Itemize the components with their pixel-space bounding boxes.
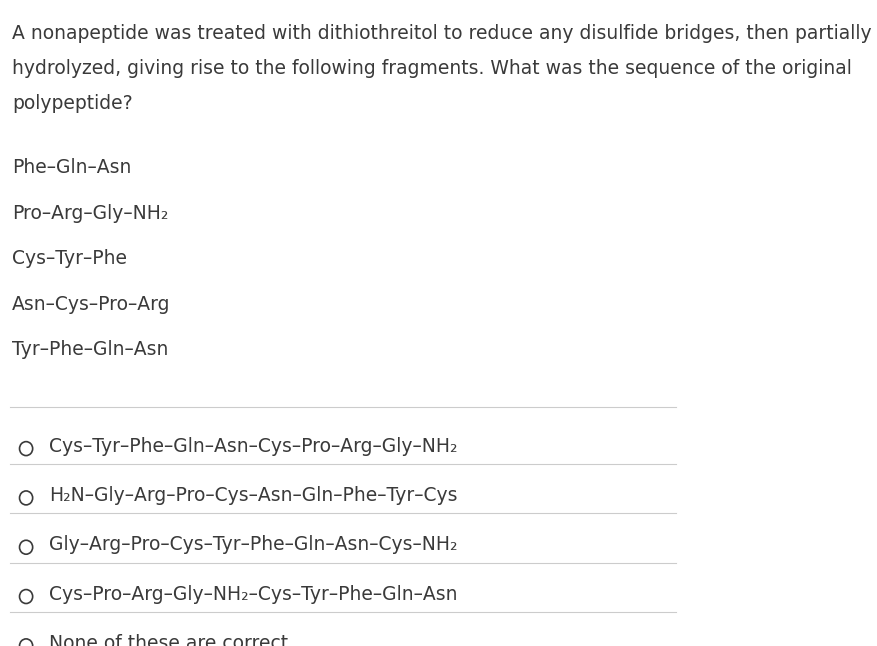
Text: H₂N–Gly–Arg–Pro–Cys–Asn–Gln–Phe–Tyr–Cys: H₂N–Gly–Arg–Pro–Cys–Asn–Gln–Phe–Tyr–Cys — [49, 486, 458, 505]
Text: Cys–Pro–Arg–Gly–NH₂–Cys–Tyr–Phe–Gln–Asn: Cys–Pro–Arg–Gly–NH₂–Cys–Tyr–Phe–Gln–Asn — [49, 585, 458, 604]
Text: Asn–Cys–Pro–Arg: Asn–Cys–Pro–Arg — [12, 295, 171, 314]
Text: Gly–Arg–Pro–Cys–Tyr–Phe–Gln–Asn–Cys–NH₂: Gly–Arg–Pro–Cys–Tyr–Phe–Gln–Asn–Cys–NH₂ — [49, 536, 458, 554]
Text: Tyr–Phe–Gln–Asn: Tyr–Phe–Gln–Asn — [12, 340, 168, 359]
Text: Phe–Gln–Asn: Phe–Gln–Asn — [12, 158, 132, 177]
Text: hydrolyzed, giving rise to the following fragments. What was the sequence of the: hydrolyzed, giving rise to the following… — [12, 59, 852, 78]
Text: Cys–Tyr–Phe–Gln–Asn–Cys–Pro–Arg–Gly–NH₂: Cys–Tyr–Phe–Gln–Asn–Cys–Pro–Arg–Gly–NH₂ — [49, 437, 458, 456]
Text: polypeptide?: polypeptide? — [12, 94, 132, 113]
Text: Pro–Arg–Gly–NH₂: Pro–Arg–Gly–NH₂ — [12, 203, 168, 223]
Text: None of these are correct.: None of these are correct. — [49, 634, 294, 646]
Text: Cys–Tyr–Phe: Cys–Tyr–Phe — [12, 249, 127, 268]
Text: A nonapeptide was treated with dithiothreitol to reduce any disulfide bridges, t: A nonapeptide was treated with dithiothr… — [12, 24, 871, 43]
